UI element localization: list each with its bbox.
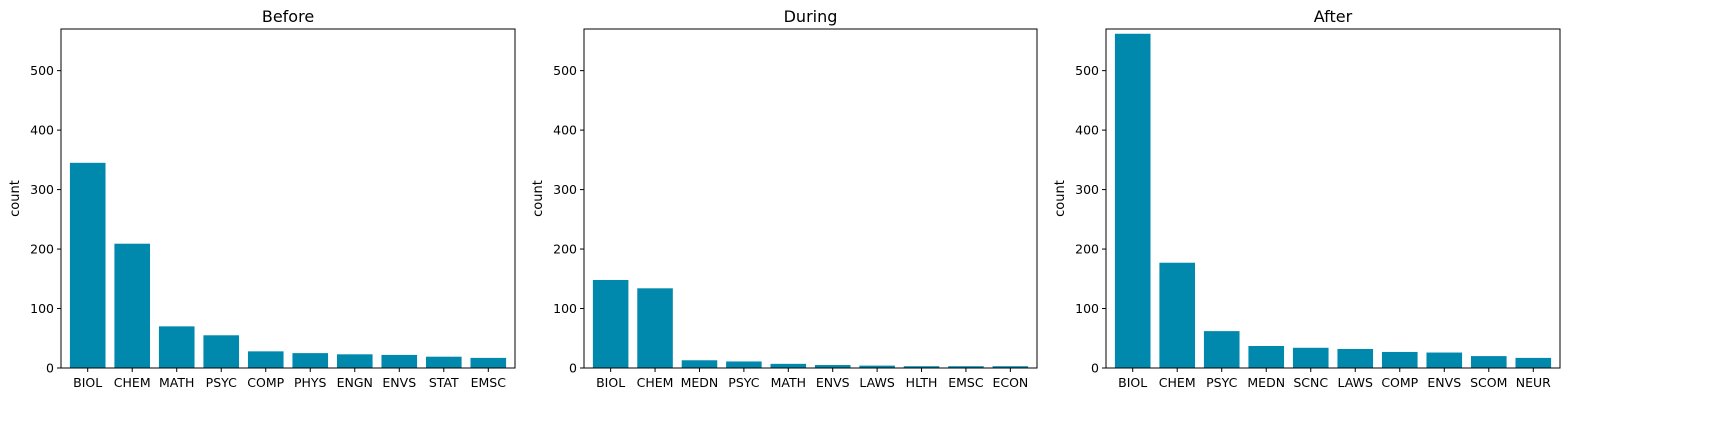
plot-frame (60, 28, 516, 369)
bar-neur (1515, 357, 1552, 368)
x-tick-label: CHEM (637, 375, 674, 390)
bar-comp (247, 351, 284, 368)
bar-envs (814, 365, 851, 368)
y-tick-label: 400 (553, 123, 577, 138)
x-tick-label: ENVS (1427, 375, 1461, 390)
y-tick-label: 500 (553, 63, 577, 78)
bar-biol (1114, 33, 1151, 368)
y-tick-label: 300 (553, 182, 577, 197)
x-tick-label: CHEM (1159, 375, 1196, 390)
y-tick-label: 300 (1075, 182, 1099, 197)
x-tick-label: MEDN (681, 375, 719, 390)
bar-chem (114, 243, 151, 368)
x-tick-label: PSYC (728, 375, 759, 390)
bar-psyc (203, 335, 240, 368)
y-tick-label: 200 (553, 242, 577, 257)
y-tick-label: 0 (46, 361, 54, 376)
x-tick-label: LAWS (859, 375, 894, 390)
x-tick-label: ENVS (816, 375, 850, 390)
bar-math (158, 326, 195, 368)
bar-envs (1426, 352, 1463, 368)
y-tick-label: 100 (30, 301, 54, 316)
x-tick-label: MATH (159, 375, 194, 390)
y-tick-label: 100 (553, 301, 577, 316)
x-tick-label: PSYC (206, 375, 237, 390)
x-tick-label: MATH (771, 375, 806, 390)
chart-panel-during: 0 100 200 300 400 500 BIOL CHEM MEDN PSYC MATH ENVS… (531, 7, 1038, 390)
x-tick-label: COMP (247, 375, 284, 390)
x-tick-label: STAT (429, 375, 459, 390)
bar-biol (69, 162, 106, 368)
bar-psyc (726, 361, 762, 368)
x-tick-label: COMP (1381, 375, 1418, 390)
bar-econ (992, 366, 1029, 368)
chart-title: During (784, 7, 838, 26)
x-tick-label: PSYC (1206, 375, 1237, 390)
bar-comp (1381, 351, 1418, 368)
bar-laws (859, 365, 895, 368)
x-tick-label: BIOL (73, 375, 102, 390)
bar-stat (425, 356, 462, 368)
y-tick-label: 100 (1075, 301, 1099, 316)
x-tick-label: SCOM (1470, 375, 1507, 390)
x-tick-label: ENVS (382, 375, 416, 390)
bar-hlth (903, 366, 940, 368)
bar-emsc (948, 366, 984, 368)
x-tick-label: NEUR (1516, 375, 1551, 390)
bar-medn (681, 360, 718, 368)
bar-medn (1248, 345, 1285, 368)
plot-frame (583, 28, 1038, 369)
x-tick-label: ECON (992, 375, 1028, 390)
bar-math (770, 363, 807, 368)
x-tick-label: CHEM (114, 375, 151, 390)
chart-title: After (1314, 7, 1353, 26)
y-axis-label: count (1053, 180, 1068, 217)
y-axis-label: count (8, 180, 23, 217)
bar-phys (292, 353, 329, 368)
chart-panel-before: 0 100 200 300 400 500 BIOL CHEM MATH PSYC COMP PHYS… (8, 7, 516, 390)
y-tick-label: 500 (1075, 63, 1099, 78)
y-tick-label: 200 (1075, 242, 1099, 257)
x-tick-label: HLTH (906, 375, 938, 390)
y-tick-label: 400 (30, 123, 54, 138)
x-tick-label: BIOL (596, 375, 625, 390)
bar-chem (637, 288, 673, 368)
x-tick-label: MEDN (1247, 375, 1285, 390)
bar-emsc (470, 357, 507, 368)
x-tick-label: LAWS (1338, 375, 1373, 390)
y-tick-label: 0 (569, 361, 577, 376)
x-tick-label: EMSC (471, 375, 507, 390)
chart-title: Before (262, 7, 314, 26)
x-tick-label: SCNC (1293, 375, 1328, 390)
bar-scnc (1292, 347, 1329, 368)
x-tick-label: BIOL (1118, 375, 1147, 390)
y-tick-label: 300 (30, 182, 54, 197)
y-tick-label: 0 (1091, 361, 1099, 376)
plot-frame (1105, 28, 1561, 369)
y-tick-label: 200 (30, 242, 54, 257)
y-axis-label: count (531, 180, 546, 217)
chart-panel-after: 0 100 200 300 400 500 BIOL CHEM PSYC MEDN SCNC LAWS… (1053, 7, 1561, 390)
x-tick-label: ENGN (337, 375, 373, 390)
bar-engn (336, 354, 373, 368)
bar-psyc (1203, 331, 1240, 368)
x-tick-label: PHYS (294, 375, 327, 390)
bar-chem (1159, 262, 1196, 368)
y-tick-label: 500 (30, 63, 54, 78)
x-tick-label: EMSC (948, 375, 984, 390)
y-tick-label: 400 (1075, 123, 1099, 138)
bar-laws (1337, 348, 1374, 368)
bar-envs (381, 354, 418, 368)
bar-biol (592, 279, 629, 368)
bar-scom (1470, 356, 1507, 368)
